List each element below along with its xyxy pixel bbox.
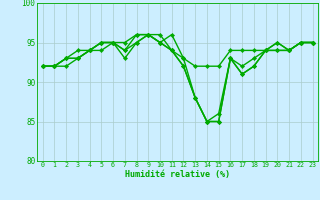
X-axis label: Humidité relative (%): Humidité relative (%) xyxy=(125,170,230,179)
